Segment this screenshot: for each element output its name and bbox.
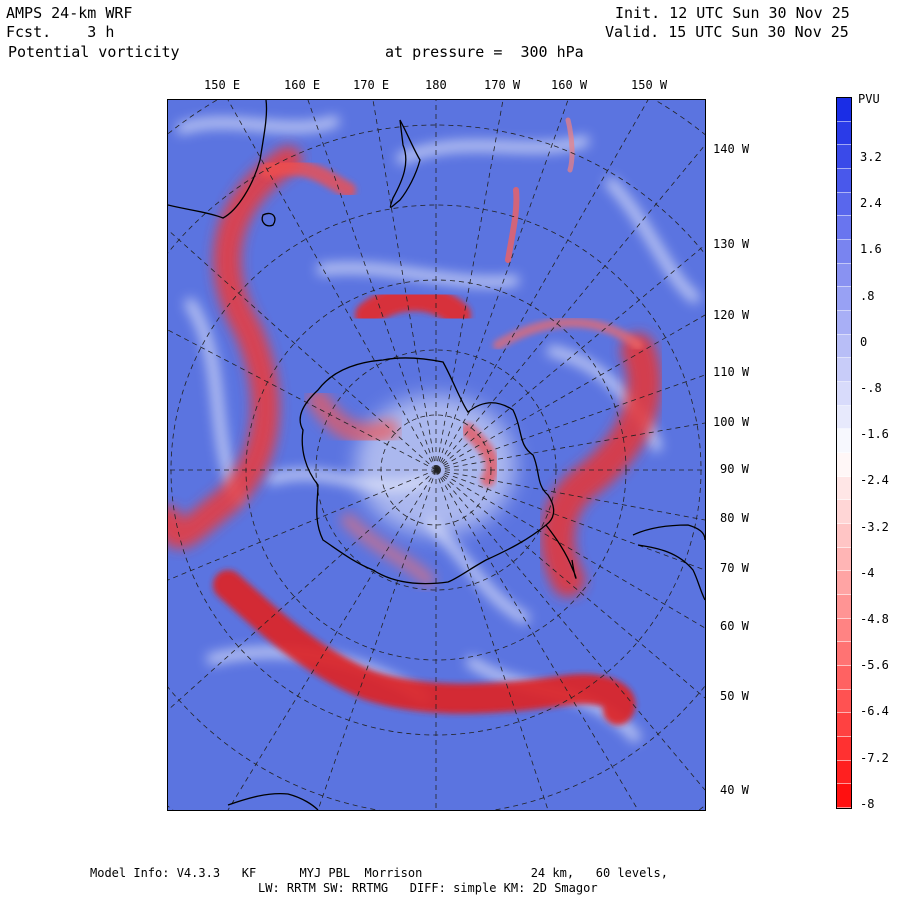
lon-label-150w: 150 W bbox=[631, 78, 668, 92]
colorbar-tick-label: .8 bbox=[860, 288, 875, 303]
tasmania-coastline bbox=[261, 212, 276, 227]
colorbar-cell bbox=[837, 240, 851, 264]
colorbar-cell bbox=[837, 453, 851, 477]
colorbar-cell bbox=[837, 642, 851, 666]
colorbar-cell bbox=[837, 145, 851, 169]
colorbar-cell bbox=[837, 737, 851, 761]
side-label-130w: 130 W bbox=[713, 237, 750, 251]
model-title: AMPS 24-km WRF bbox=[6, 4, 133, 22]
colorbar-tick-label: 3.2 bbox=[860, 150, 882, 164]
side-label-110w: 110 W bbox=[713, 365, 750, 379]
forecast-hour: Fcst. 3 h bbox=[6, 23, 115, 41]
pv-negative-bands bbox=[168, 117, 662, 725]
colorbar-cell bbox=[837, 760, 851, 785]
model-info-line2: LW: RRTM SW: RRTMG DIFF: simple KM: 2D S… bbox=[258, 881, 598, 895]
colorbar-cell bbox=[837, 524, 851, 548]
colorbar-unit: PVU bbox=[858, 92, 880, 106]
side-label-80w: 80 W bbox=[720, 511, 749, 525]
colorbar-tick-label: 0 bbox=[860, 334, 868, 349]
colorbar-tick-label: -4 bbox=[860, 565, 875, 580]
graticule bbox=[168, 100, 705, 810]
antarctic-peninsula bbox=[545, 524, 577, 579]
side-label-60w: 60 W bbox=[720, 619, 749, 633]
colorbar-cell bbox=[837, 287, 851, 311]
coastlines bbox=[168, 100, 705, 810]
lon-label-170e: 170 E bbox=[353, 78, 390, 92]
colorbar-tick-label: -5.6 bbox=[860, 658, 889, 673]
colorbar-cell bbox=[837, 121, 851, 146]
south-africa-coastline bbox=[227, 792, 319, 810]
colorbar-cell bbox=[837, 169, 851, 193]
colorbar-cell bbox=[837, 382, 851, 406]
pressure-level: at pressure = 300 hPa bbox=[385, 43, 584, 61]
side-label-50w: 50 W bbox=[720, 689, 749, 703]
side-label-70w: 70 W bbox=[720, 561, 749, 575]
colorbar-cell bbox=[837, 216, 851, 240]
colorbar-cell bbox=[837, 405, 851, 430]
colorbar-cell bbox=[837, 547, 851, 572]
init-time: Init. 12 UTC Sun 30 Nov 25 bbox=[615, 4, 850, 22]
colorbar-cell bbox=[837, 666, 851, 690]
side-label-90w: 90 W bbox=[720, 462, 749, 476]
colorbar-tick-label: 1.6 bbox=[860, 242, 882, 257]
colorbar-tick-label: 2.4 bbox=[860, 196, 882, 211]
colorbar-tick-label: -8 bbox=[860, 796, 875, 811]
colorbar-cell bbox=[837, 784, 851, 808]
pv-map bbox=[167, 99, 706, 811]
colorbar-cell bbox=[837, 429, 851, 453]
colorbar bbox=[836, 97, 852, 809]
side-label-120w: 120 W bbox=[713, 308, 750, 322]
colorbar-cell bbox=[837, 311, 851, 335]
lon-label-150e: 150 E bbox=[204, 78, 241, 92]
colorbar-cell bbox=[837, 713, 851, 737]
model-info-line1: Model Info: V4.3.3 KF MYJ PBL Morrison 2… bbox=[90, 866, 668, 880]
colorbar-cell bbox=[837, 476, 851, 501]
colorbar-tick-label: -6.4 bbox=[860, 704, 889, 719]
colorbar-tick-label: -4.8 bbox=[860, 612, 889, 626]
colorbar-cell bbox=[837, 98, 851, 122]
colorbar-cell bbox=[837, 334, 851, 359]
side-label-40w: 40 W bbox=[720, 783, 749, 797]
lon-label-180: 180 bbox=[425, 78, 447, 92]
side-label-100w: 100 W bbox=[713, 415, 750, 429]
colorbar-cell bbox=[837, 689, 851, 714]
lon-label-160w: 160 W bbox=[551, 78, 588, 92]
colorbar-tick-label: -7.2 bbox=[860, 750, 889, 765]
australia-coastline bbox=[168, 100, 268, 219]
colorbar-cell bbox=[837, 500, 851, 524]
lon-label-160e: 160 E bbox=[284, 78, 321, 92]
colorbar-cell bbox=[837, 595, 851, 619]
side-label-140w: 140 W bbox=[713, 142, 750, 156]
valid-time: Valid. 15 UTC Sun 30 Nov 25 bbox=[605, 23, 849, 41]
colorbar-cell bbox=[837, 263, 851, 288]
colorbar-tick-label: -1.6 bbox=[860, 427, 889, 442]
colorbar-cell bbox=[837, 618, 851, 643]
new-zealand-coastline bbox=[389, 119, 421, 208]
south-america-coastline bbox=[632, 524, 705, 601]
pv-field-svg bbox=[168, 100, 705, 810]
field-name: Potential vorticity bbox=[8, 43, 180, 61]
colorbar-tick-label: -.8 bbox=[860, 381, 882, 395]
lon-label-170w: 170 W bbox=[484, 78, 521, 92]
colorbar-tick-label: -2.4 bbox=[860, 473, 889, 488]
colorbar-cell bbox=[837, 358, 851, 382]
colorbar-tick-label: -3.2 bbox=[860, 519, 889, 534]
colorbar-cell bbox=[837, 192, 851, 217]
colorbar-cell bbox=[837, 571, 851, 595]
